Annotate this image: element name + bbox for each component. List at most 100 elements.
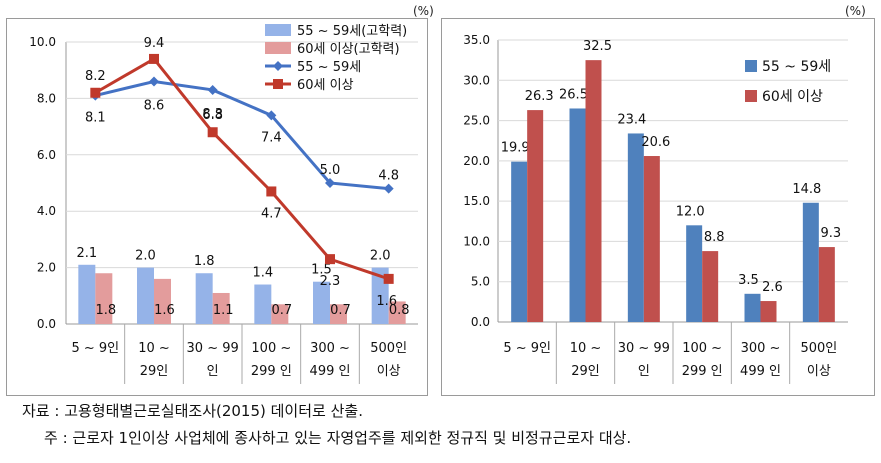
left-bar-label: 0.8 xyxy=(389,303,410,318)
left-bar-young xyxy=(195,273,213,324)
left-y-tick-label: 6.0 xyxy=(37,148,56,162)
right-bar-young xyxy=(511,161,528,322)
left-bar-label: 0.7 xyxy=(330,303,351,318)
left-line-label: 5.0 xyxy=(320,163,341,178)
right-bar-label: 2.6 xyxy=(762,280,783,295)
left-bar-label: 1.8 xyxy=(194,254,215,269)
right-bar-young xyxy=(744,293,761,322)
left-line-label: 9.4 xyxy=(144,36,165,51)
left-bar-young xyxy=(313,281,330,324)
left-bar-old xyxy=(271,304,289,324)
right-bar-label: 12.0 xyxy=(676,204,705,219)
right-x-tick-label: 499 인 xyxy=(740,364,781,379)
left-line-label: 7.4 xyxy=(261,130,282,145)
left-legend-label: 60세 이상(고학력) xyxy=(297,42,400,57)
right-x-tick-label: 30 ~ 99 xyxy=(618,341,670,356)
left-chart-panel xyxy=(6,18,428,396)
left-x-tick-label: 300 ~ xyxy=(310,341,350,356)
left-line-label: 4.8 xyxy=(378,169,399,184)
right-y-tick-label: 30.0 xyxy=(463,73,490,87)
left-line-marker xyxy=(266,186,277,197)
left-legend-swatch xyxy=(265,42,291,54)
left-line-label: 6.8 xyxy=(202,108,223,123)
left-line-marker xyxy=(325,254,335,265)
right-bar-label: 19.9 xyxy=(501,141,530,156)
right-y-tick-label: 20.0 xyxy=(463,154,490,168)
left-y-tick-label: 0.0 xyxy=(37,317,56,331)
left-bar-label: 2.0 xyxy=(135,249,156,264)
right-bar-young xyxy=(686,225,703,322)
left-bar-label: 0.7 xyxy=(271,303,292,318)
right-bar-old xyxy=(643,156,660,322)
left-line-young xyxy=(94,79,389,191)
left-line-label: 4.7 xyxy=(261,206,282,221)
right-bar-label: 32.5 xyxy=(583,39,612,54)
right-bar-old xyxy=(585,60,602,323)
left-legend-marker xyxy=(273,61,283,71)
left-bar-old xyxy=(388,301,406,324)
right-bar-old xyxy=(760,301,777,322)
left-line-marker xyxy=(383,273,394,284)
right-x-tick-label: 100 ~ xyxy=(682,341,722,356)
right-bar-old xyxy=(818,247,835,322)
left-line-label: 8.1 xyxy=(85,111,106,126)
left-bar-label: 1.8 xyxy=(95,303,116,318)
left-line-label: 8.2 xyxy=(85,69,106,84)
right-bar-label: 9.3 xyxy=(820,226,841,241)
footnote: 주 : 근로자 1인이상 사업체에 종사하고 있는 자영업주를 제외한 정규직 … xyxy=(44,429,632,447)
right-bar-label: 26.5 xyxy=(559,87,588,102)
left-bar-old xyxy=(330,304,347,324)
left-bar-label: 1.5 xyxy=(311,263,332,278)
left-bar-label: 1.6 xyxy=(154,303,175,318)
right-bar-old xyxy=(702,251,719,322)
right-bar-label: 14.8 xyxy=(792,182,821,197)
right-bar-label: 26.3 xyxy=(525,89,554,104)
left-x-tick-label: 이상 xyxy=(377,364,401,379)
left-x-tick-label: 30 ~ 99 xyxy=(187,341,239,356)
right-x-tick-label: 300 ~ xyxy=(741,341,781,356)
left-line-marker xyxy=(207,84,218,95)
left-line-label: 1.6 xyxy=(376,294,397,309)
left-line-label: 8.3 xyxy=(202,107,223,122)
right-bar-label: 3.5 xyxy=(738,273,759,288)
right-y-tick-label: 35.0 xyxy=(463,33,490,47)
right-legend-label: 55 ~ 59세 xyxy=(762,59,831,75)
right-bar-label: 8.8 xyxy=(704,230,725,245)
left-bar-young xyxy=(254,284,272,324)
right-bar-old xyxy=(527,110,544,323)
left-legend-swatch xyxy=(265,24,291,36)
source-note: 자료 : 고용형태별근로실태조사(2015) 데이터로 산출. xyxy=(22,402,363,420)
left-y-tick-label: 2.0 xyxy=(37,261,56,275)
left-bar-label: 2.1 xyxy=(76,246,97,261)
right-y-tick-label: 5.0 xyxy=(471,275,490,289)
left-bar-label: 2.0 xyxy=(370,249,391,264)
left-line-label: 8.6 xyxy=(144,98,165,113)
right-y-tick-label: 25.0 xyxy=(463,114,490,128)
right-x-tick-label: 10 ~ xyxy=(570,341,602,356)
left-x-tick-label: 299 인 xyxy=(251,364,292,379)
left-line-marker xyxy=(383,183,394,194)
left-line-marker xyxy=(149,76,159,87)
left-bar-label: 1.1 xyxy=(213,303,234,318)
right-x-tick-label: 500인 xyxy=(800,341,837,356)
left-bar-old xyxy=(212,292,230,324)
left-line-marker xyxy=(207,127,218,138)
right-bar-young xyxy=(569,108,586,322)
right-y-tick-label: 15.0 xyxy=(463,194,490,208)
left-y-tick-label: 4.0 xyxy=(37,204,56,218)
left-line-marker xyxy=(325,178,335,188)
right-legend-swatch xyxy=(745,90,757,102)
left-bar-old xyxy=(154,278,171,324)
left-line-label: 2.3 xyxy=(320,274,341,289)
right-bar-label: 23.4 xyxy=(617,112,646,127)
left-bar-old xyxy=(95,273,113,324)
left-y-tick-label: 8.0 xyxy=(37,91,56,105)
left-bar-young xyxy=(137,267,154,324)
right-unit-label: (%) xyxy=(845,4,866,18)
left-legend-label: 55 ~ 59세(고학력) xyxy=(297,24,407,39)
right-x-tick-label: 29인 xyxy=(571,364,600,379)
left-x-tick-label: 29인 xyxy=(140,364,169,379)
left-line-old xyxy=(94,56,390,281)
left-legend-label: 60세 이상 xyxy=(297,78,354,93)
